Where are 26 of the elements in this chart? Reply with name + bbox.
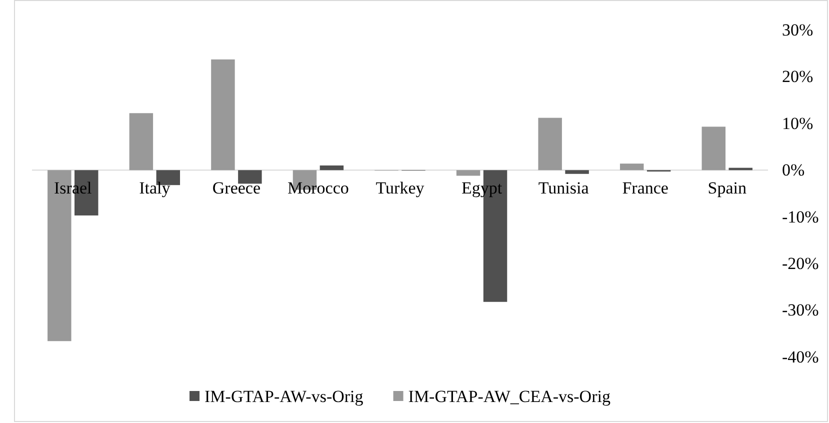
bar <box>320 165 344 170</box>
y-tick-label: 0% <box>782 160 805 180</box>
x-tick-label: Spain <box>708 178 747 198</box>
y-tick-label: -20% <box>782 254 819 274</box>
bar <box>538 118 562 170</box>
legend-label: IM-GTAP-AW-vs-Orig <box>204 386 364 406</box>
x-tick-label: Turkey <box>376 178 425 198</box>
y-tick-label: -40% <box>782 347 819 366</box>
x-tick-label: Greece <box>212 178 261 198</box>
y-tick-label: 30% <box>782 20 814 40</box>
x-tick-label: France <box>622 178 668 198</box>
x-tick-label: Tunisia <box>538 178 590 198</box>
bar <box>129 113 154 170</box>
x-tick-label: Italy <box>139 178 171 198</box>
bar <box>238 170 262 184</box>
bar <box>456 170 480 176</box>
legend-label: IM-GTAP-AW_CEA-vs-Orig <box>408 386 611 406</box>
y-tick-label: 10% <box>782 114 814 133</box>
y-tick-label: -30% <box>782 300 819 320</box>
bar <box>211 59 235 170</box>
bar <box>702 126 726 170</box>
bar <box>620 164 644 170</box>
y-tick-label: 20% <box>782 67 814 86</box>
x-tick-label: Morocco <box>288 178 349 198</box>
bar <box>565 170 589 174</box>
y-tick-label: -10% <box>782 207 819 226</box>
